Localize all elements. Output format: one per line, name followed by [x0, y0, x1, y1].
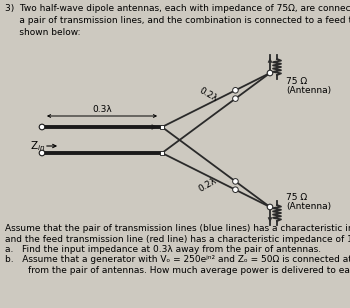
Bar	[160, 151, 164, 155]
Circle shape	[267, 70, 273, 76]
Text: from the pair of antennas. How much average power is delivered to each antenna?: from the pair of antennas. How much aver…	[5, 266, 350, 275]
Circle shape	[233, 96, 238, 101]
Text: Z$_{in}$: Z$_{in}$	[30, 139, 46, 153]
Text: 0.2λ: 0.2λ	[197, 176, 219, 194]
Bar	[160, 125, 164, 129]
Text: Assume that the pair of transmission lines (blue lines) has a characteristic imp: Assume that the pair of transmission lin…	[5, 224, 350, 233]
Circle shape	[39, 124, 45, 130]
Circle shape	[233, 87, 238, 93]
Text: (Antenna): (Antenna)	[286, 202, 331, 211]
Text: 3)  Two half-wave dipole antennas, each with impedance of 75Ω, are connected in : 3) Two half-wave dipole antennas, each w…	[5, 4, 350, 37]
Circle shape	[39, 150, 45, 156]
Text: 0.2λ: 0.2λ	[197, 86, 219, 104]
Text: a.   Find the input impedance at 0.3λ away from the pair of antennas.: a. Find the input impedance at 0.3λ away…	[5, 245, 321, 254]
Circle shape	[233, 187, 238, 192]
Text: 75 Ω: 75 Ω	[286, 77, 307, 86]
Circle shape	[233, 179, 238, 184]
Text: (Antenna): (Antenna)	[286, 86, 331, 95]
Circle shape	[267, 204, 273, 210]
Text: and the feed transmission line (red line) has a characteristic impedance of 100Ω: and the feed transmission line (red line…	[5, 234, 350, 244]
Text: b.   Assume that a generator with Vₒ = 250eʲⁿ² and Zₒ = 50Ω is connected at 0.3λ: b. Assume that a generator with Vₒ = 250…	[5, 256, 350, 265]
Text: 75 Ω: 75 Ω	[286, 193, 307, 202]
Text: 0.3λ: 0.3λ	[92, 105, 112, 114]
